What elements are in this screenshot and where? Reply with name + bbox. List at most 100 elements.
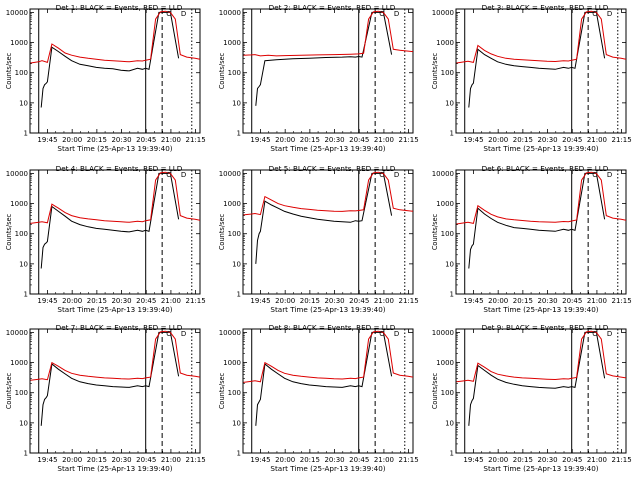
x-tick-label: 20:00 bbox=[62, 136, 82, 144]
panel-title: Det 2: BLACK = Events, RED = LLD bbox=[269, 3, 396, 12]
x-tick-label: 19:45 bbox=[37, 136, 57, 144]
y-tick-label: 10 bbox=[232, 260, 241, 268]
x-tick-label: 20:15 bbox=[87, 136, 107, 144]
y-tick-label: 100 bbox=[441, 230, 454, 238]
y-tick-label: 100 bbox=[228, 69, 241, 77]
detector-panel-1: Det 1: BLACK = Events, RED = LLD 1 10 100 10… bbox=[5, 3, 206, 153]
x-tick-label: 19:45 bbox=[250, 297, 270, 305]
x-tick-label: 21:00 bbox=[587, 136, 607, 144]
y-tick-label: 10000 bbox=[219, 9, 241, 17]
annotation-label: C bbox=[592, 171, 597, 179]
plot-frame bbox=[29, 8, 201, 134]
panel-title: Det 3: BLACK = Events, RED = LLD bbox=[482, 3, 609, 12]
series-line-events bbox=[40, 331, 180, 426]
x-tick-label: 20:00 bbox=[488, 136, 508, 144]
series-line-events bbox=[255, 172, 393, 264]
x-tick-label: 20:00 bbox=[275, 297, 295, 305]
plot-frame bbox=[455, 169, 627, 295]
y-tick-label: 1 bbox=[237, 450, 241, 458]
y-tick-label: 1 bbox=[237, 291, 241, 299]
x-axis-label: Start Time (25-Apr-13 19:39:40) bbox=[57, 305, 172, 314]
y-tick-label: 1 bbox=[24, 450, 28, 458]
x-tick-label: 21:00 bbox=[587, 456, 607, 464]
x-tick-label: 20:00 bbox=[275, 136, 295, 144]
x-tick-label: 21:15 bbox=[399, 297, 419, 305]
y-tick-label: 1000 bbox=[436, 359, 454, 367]
x-tick-label: 20:00 bbox=[275, 456, 295, 464]
series-line-events bbox=[40, 172, 180, 269]
series-line-lld bbox=[243, 171, 413, 216]
detector-panel-4: Det 4: BLACK = Events, RED = LLD 1 10 100 10… bbox=[5, 164, 206, 314]
x-tick-label: 21:00 bbox=[161, 297, 181, 305]
x-tick-label: 21:00 bbox=[374, 297, 394, 305]
y-axis-label: Counts/sec bbox=[431, 372, 439, 409]
x-tick-label: 20:45 bbox=[349, 456, 369, 464]
x-axis-label: Start Time (25-Apr-13 19:39:40) bbox=[483, 464, 598, 473]
x-axis-label: Start Time (25-Apr-13 19:39:40) bbox=[270, 464, 385, 473]
x-tick-label: 20:45 bbox=[562, 456, 582, 464]
x-axis-label: Start Time (25-Apr-13 19:39:40) bbox=[483, 305, 598, 314]
panel-title: Det 6: BLACK = Events, RED = LLD bbox=[482, 164, 609, 173]
annotation-label: D bbox=[394, 10, 399, 18]
x-tick-label: 19:45 bbox=[463, 297, 483, 305]
y-axis-label: Counts/sec bbox=[431, 52, 439, 89]
series-line-events bbox=[255, 11, 393, 106]
y-tick-label: 1000 bbox=[436, 200, 454, 208]
x-tick-label: 20:30 bbox=[537, 136, 557, 144]
x-tick-label: 20:45 bbox=[136, 297, 156, 305]
detector-panel-6: Det 6: BLACK = Events, RED = LLD 1 10 100 10… bbox=[431, 164, 632, 314]
annotation-label: C bbox=[379, 330, 384, 338]
y-axis-label: Counts/sec bbox=[5, 372, 13, 409]
y-tick-label: 10000 bbox=[6, 170, 28, 178]
series-line-lld bbox=[243, 330, 413, 383]
y-tick-label: 10000 bbox=[6, 9, 28, 17]
x-tick-label: 20:00 bbox=[488, 297, 508, 305]
x-tick-label: 21:00 bbox=[374, 456, 394, 464]
panel-title: Det 7: BLACK = Events, RED = LLD bbox=[56, 323, 183, 332]
detector-panel-2: Det 2: BLACK = Events, RED = LLD 1 10 100 10… bbox=[218, 3, 419, 153]
panel-title: Det 4: BLACK = Events, RED = LLD bbox=[56, 164, 183, 173]
plot-frame bbox=[242, 8, 414, 134]
annotation-label: D bbox=[181, 171, 186, 179]
y-tick-label: 100 bbox=[441, 389, 454, 397]
x-axis-label: Start Time (25-Apr-13 19:39:40) bbox=[270, 305, 385, 314]
y-tick-label: 1000 bbox=[223, 39, 241, 47]
annotation-label: D bbox=[607, 10, 612, 18]
x-axis-label: Start Time (25-Apr-13 19:39:40) bbox=[57, 144, 172, 153]
y-axis-label: Counts/sec bbox=[218, 372, 226, 409]
x-tick-label: 20:00 bbox=[62, 456, 82, 464]
annotation-label: C bbox=[166, 171, 171, 179]
annotation-label: D bbox=[607, 171, 612, 179]
series-line-events bbox=[255, 331, 393, 426]
annotation-label: C bbox=[592, 10, 597, 18]
series-line-lld bbox=[456, 171, 626, 225]
x-tick-label: 20:45 bbox=[562, 136, 582, 144]
plot-frame bbox=[29, 169, 201, 295]
x-tick-label: 21:00 bbox=[161, 136, 181, 144]
x-tick-label: 20:00 bbox=[488, 456, 508, 464]
x-tick-label: 20:45 bbox=[349, 297, 369, 305]
y-tick-label: 10000 bbox=[6, 329, 28, 337]
series-line-lld bbox=[30, 330, 200, 381]
y-tick-label: 10000 bbox=[432, 9, 454, 17]
annotation-label: D bbox=[394, 330, 399, 338]
x-tick-label: 21:15 bbox=[186, 456, 206, 464]
x-tick-label: 20:15 bbox=[513, 297, 533, 305]
y-tick-label: 1 bbox=[450, 130, 454, 138]
x-tick-label: 21:15 bbox=[399, 456, 419, 464]
plot-frame bbox=[242, 169, 414, 295]
x-tick-label: 20:30 bbox=[324, 136, 344, 144]
x-tick-label: 19:45 bbox=[37, 456, 57, 464]
detector-panel-5: Det 5: BLACK = Events, RED = LLD 1 10 100 10… bbox=[218, 164, 419, 314]
x-tick-label: 20:15 bbox=[87, 297, 107, 305]
annotation-label: C bbox=[379, 10, 384, 18]
x-tick-label: 20:45 bbox=[136, 456, 156, 464]
y-tick-label: 100 bbox=[228, 389, 241, 397]
x-axis-label: Start Time (25-Apr-13 19:39:40) bbox=[270, 144, 385, 153]
y-tick-label: 10 bbox=[445, 260, 454, 268]
y-tick-label: 1 bbox=[24, 291, 28, 299]
series-line-lld bbox=[243, 10, 413, 57]
y-tick-label: 1 bbox=[450, 291, 454, 299]
series-line-lld bbox=[456, 10, 626, 64]
